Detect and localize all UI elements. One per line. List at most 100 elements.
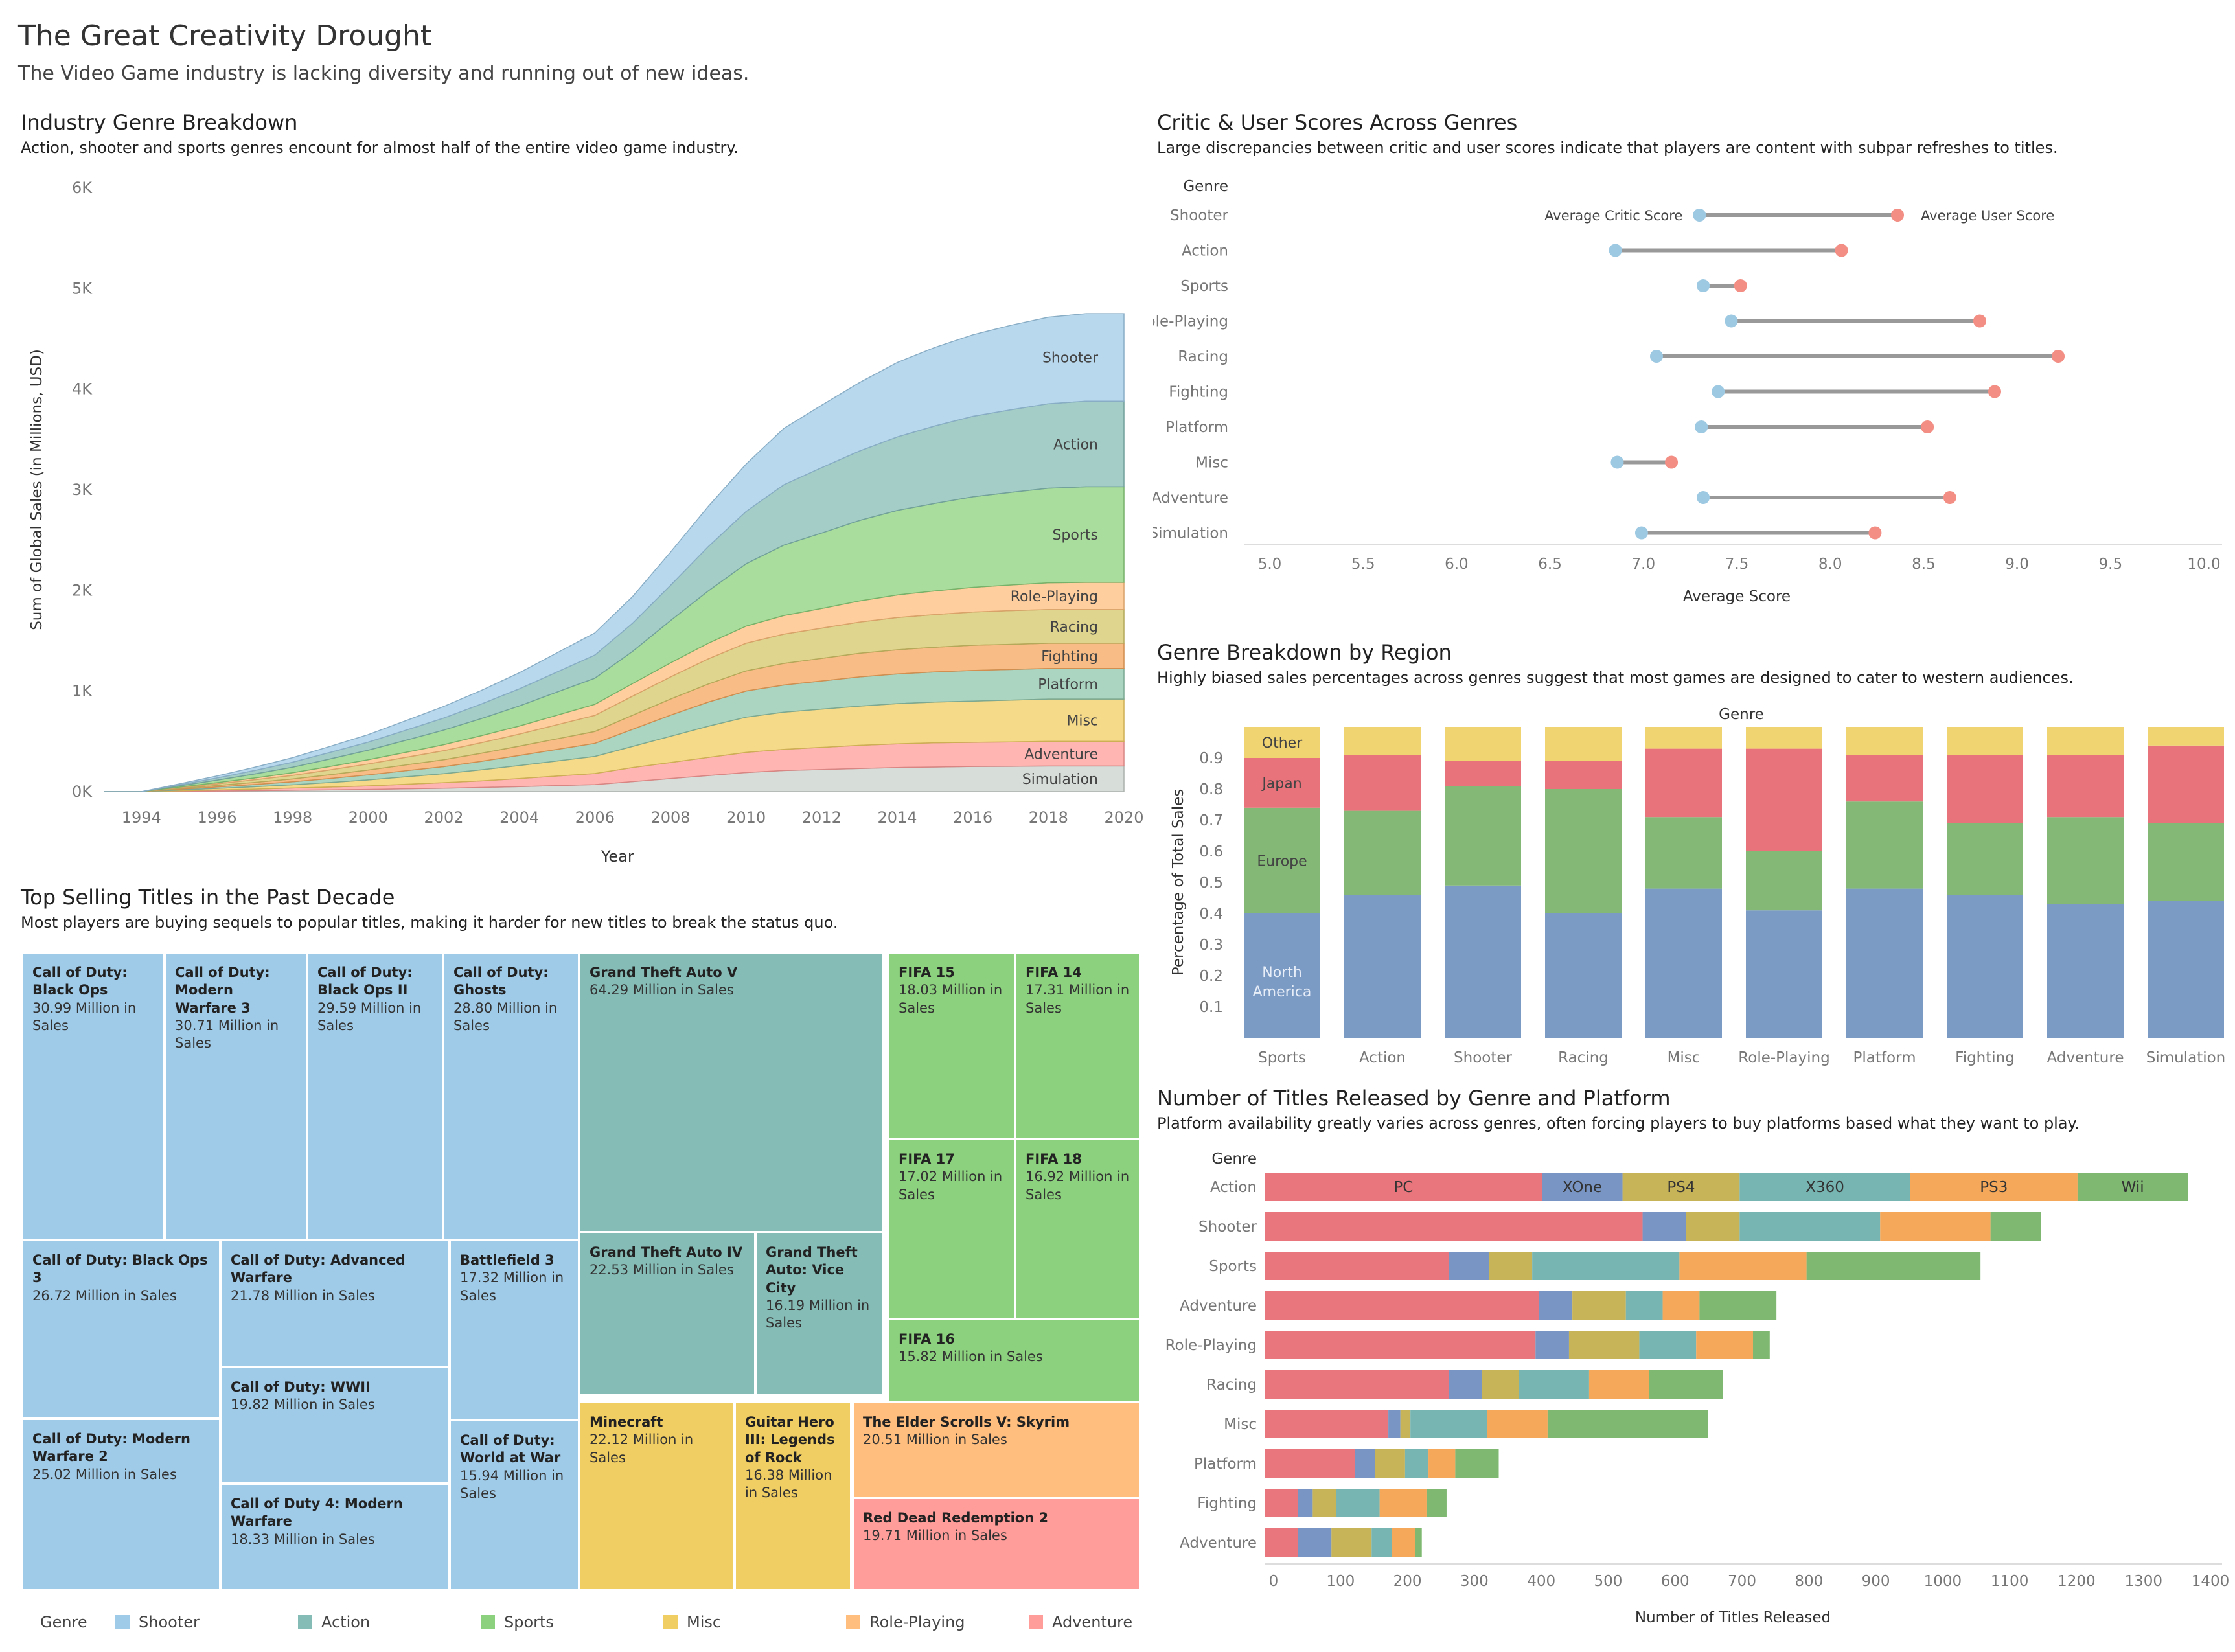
legend-label: Misc	[687, 1613, 722, 1631]
y-tick-label: 2K	[72, 581, 93, 599]
region-bar-segment	[1445, 761, 1521, 786]
tile-title: FIFA 14	[1026, 965, 1082, 980]
platform-bar-segment	[1331, 1528, 1372, 1557]
platform-bar-segment	[1642, 1212, 1686, 1241]
segment-label: PS3	[1980, 1179, 2008, 1196]
genre-label: Shooter	[1170, 207, 1228, 224]
x-tick-label: 6.0	[1445, 556, 1469, 573]
genre-label: Sports	[1180, 278, 1228, 295]
x-tick-label: 2018	[1029, 809, 1068, 827]
platform-bar-segment	[1487, 1410, 1548, 1438]
genre-label: Shooter	[1198, 1219, 1257, 1235]
area-chart-heading: Industry Genre Breakdown	[21, 110, 298, 135]
platform-bar-segment	[1990, 1212, 2041, 1241]
genre-label: Misc	[1195, 455, 1228, 472]
platform-bar-segment	[1265, 1528, 1298, 1557]
user-score-dot	[1921, 420, 1934, 433]
x-tick-label: 2010	[726, 809, 766, 827]
treemap-tile: Call of Duty: Ghosts 28.80 Million in Sal…	[443, 952, 579, 1240]
platform-bar-segment	[1686, 1212, 1740, 1241]
tile-value: 19.71 Million in Sales	[863, 1528, 1007, 1544]
region-bar-segment	[2148, 727, 2224, 746]
critic-score-dot	[1634, 526, 1648, 540]
hbar-description: Platform availability greatly varies acr…	[1157, 1114, 2080, 1132]
platform-bar-segment	[1482, 1370, 1519, 1399]
treemap-tile: Call of Duty: World at War 15.94 Million …	[450, 1420, 579, 1590]
x-axis-label: Average Score	[1683, 588, 1791, 605]
treemap-tile: Battlefield 3 17.32 Million in Sales	[450, 1240, 579, 1420]
area-chart-description: Action, shooter and sports genres encoun…	[21, 139, 739, 157]
segment-label: PC	[1393, 1179, 1413, 1196]
region-bar-segment	[1244, 807, 1320, 913]
tile-title: Guitar Hero III: Legends of Rock	[745, 1414, 835, 1465]
platform-bar-segment	[1910, 1173, 2078, 1201]
x-tick-label: 1100	[1991, 1573, 2029, 1590]
x-tick-label: 8.5	[1912, 556, 1936, 573]
tile-title: Call of Duty: World at War	[460, 1432, 561, 1466]
x-tick-label: 5.5	[1351, 556, 1375, 573]
platform-bar-segment	[1699, 1291, 1777, 1320]
y-tick-label: 0.9	[1199, 750, 1223, 767]
x-tick-label: 300	[1460, 1573, 1489, 1590]
user-score-dot	[1943, 491, 1956, 504]
x-tick-label: 9.0	[2005, 556, 2029, 573]
platform-bar-segment	[1542, 1173, 1623, 1201]
treemap-tile: Call of Duty 4: Modern Warfare 18.33 Mill…	[220, 1484, 450, 1590]
category-label: Simulation	[2146, 1050, 2226, 1066]
legend-swatch	[846, 1615, 860, 1629]
genre-label: Adventure	[1180, 1298, 1257, 1314]
region-bar-segment	[2148, 901, 2224, 1038]
y-tick-label: 0.3	[1199, 937, 1223, 954]
y-tick-label: 6K	[72, 179, 93, 197]
area-label-adventure: Adventure	[1024, 746, 1098, 763]
region-chart: Genre 0.1 0.2 0.3 0.4 0.5 0.6 0.7 0.8 0.9 Percenta…	[1170, 706, 2226, 1066]
genre-header: Genre	[1183, 178, 1228, 195]
region-bar-segment	[1344, 810, 1421, 895]
tile-title: Call of Duty 4: Modern Warfare	[231, 1496, 403, 1530]
user-score-dot	[1734, 279, 1747, 292]
region-bar-segment	[1947, 895, 2023, 1038]
platform-bar-segment	[1312, 1489, 1336, 1517]
legend-swatch	[115, 1615, 130, 1629]
platform-bar-segment	[1400, 1410, 1411, 1438]
region-bar-segment	[1244, 913, 1320, 1038]
platform-bar-segment	[1572, 1291, 1626, 1320]
region-bar-segment	[2148, 823, 2224, 901]
tile-title: Grand Theft Auto: Vice City	[766, 1245, 858, 1296]
platform-bar-segment	[1428, 1449, 1456, 1478]
treemap-tile: Call of Duty: Modern Warfare 3 30.71 Mill…	[165, 952, 307, 1240]
area-label-simulation: Simulation	[1022, 772, 1098, 788]
platform-bar-segment	[1752, 1331, 1770, 1359]
treemap-tile: Minecraft 22.12 Million in Sales	[579, 1402, 735, 1590]
tile-title: Call of Duty: WWII	[231, 1379, 371, 1395]
region-bar-segment	[1947, 727, 2023, 755]
platform-bar-segment	[1449, 1370, 1482, 1399]
tile-value: 18.03 Million in Sales	[899, 982, 1003, 1016]
region-bar-segment	[1244, 758, 1320, 808]
region-bar-segment	[1344, 755, 1421, 811]
tile-title: FIFA 17	[899, 1151, 955, 1167]
x-tick-label: 2002	[424, 809, 463, 827]
area-label-misc: Misc	[1066, 713, 1098, 729]
x-tick-label: 2006	[575, 809, 615, 827]
genre-label: Adventure	[1180, 1535, 1257, 1552]
x-tick-label: 1000	[1924, 1573, 1962, 1590]
legend-swatch	[481, 1615, 495, 1629]
user-score-dot	[1891, 209, 1905, 222]
x-tick-label: 2014	[877, 809, 917, 827]
region-bar-segment	[2148, 745, 2224, 823]
tile-value: 26.72 Million in Sales	[32, 1287, 177, 1303]
area-chart: 0K 1K 2K 3K 4K 5K 6K 1994 1996 1998 2000 2002 2004 20…	[29, 179, 1144, 862]
stacked-description: Highly biased sales percentages across g…	[1157, 669, 2074, 687]
treemap-tile: FIFA 15 18.03 Million in Sales	[888, 952, 1015, 1139]
region-bar-segment	[1545, 913, 1622, 1038]
critic-score-dot	[1712, 385, 1725, 398]
genre-label: Fighting	[1197, 1495, 1257, 1512]
x-tick-label: 2020	[1104, 809, 1143, 827]
x-tick-label: 9.5	[2099, 556, 2123, 573]
region-bar-segment	[1645, 748, 1722, 818]
x-tick-label: 1400	[2192, 1573, 2230, 1590]
platform-bar-segment	[1404, 1449, 1429, 1478]
platform-bar-segment	[1265, 1252, 1449, 1280]
platform-bar-segment	[1298, 1528, 1332, 1557]
